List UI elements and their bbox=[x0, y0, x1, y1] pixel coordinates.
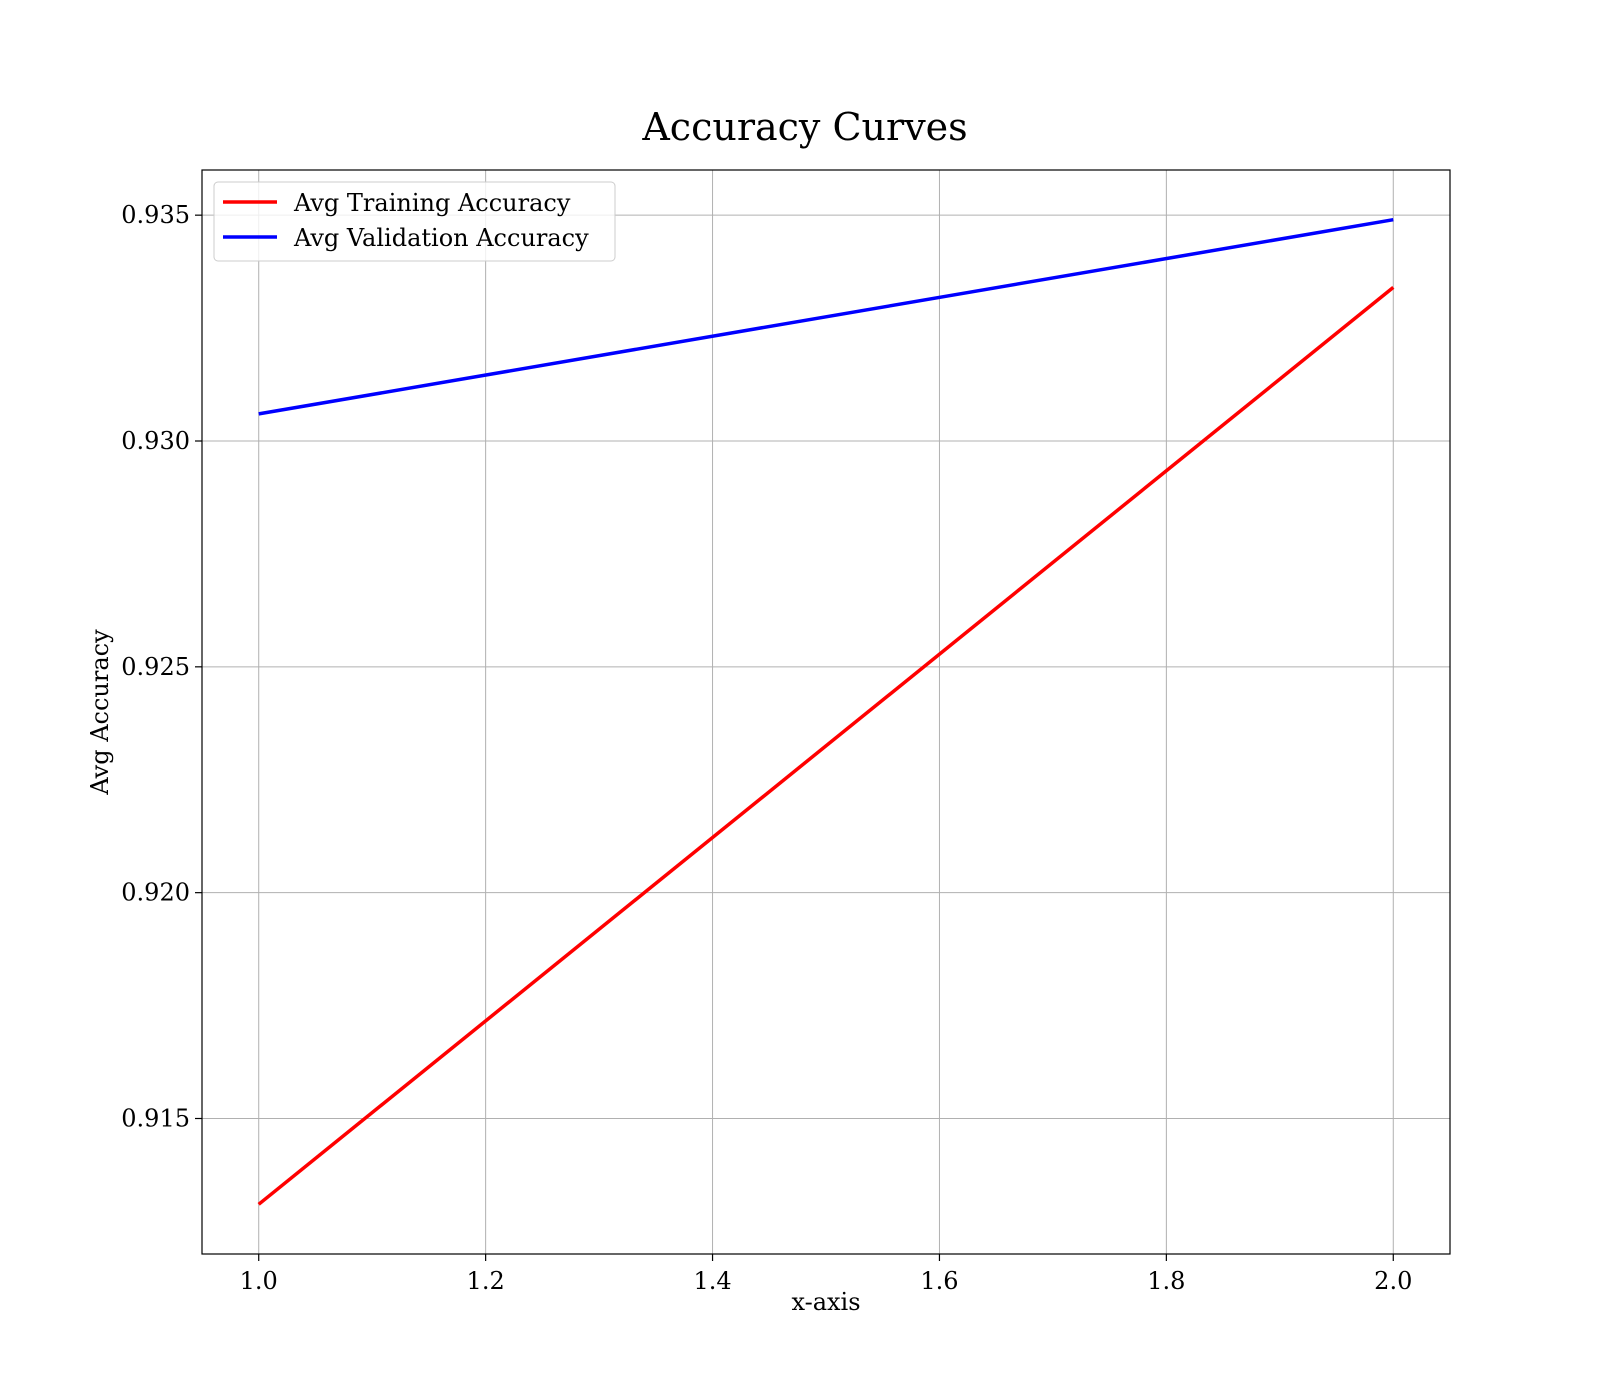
y-tick-label: 0.935 bbox=[121, 201, 190, 229]
x-tick-label: 1.8 bbox=[1147, 1267, 1185, 1295]
plot-frame bbox=[201, 169, 1451, 1255]
x-tick-label: 1.2 bbox=[467, 1267, 505, 1295]
y-tick-label: 0.920 bbox=[121, 879, 190, 907]
x-tick-label: 1.0 bbox=[240, 1267, 278, 1295]
legend: Avg Training Accuracy Avg Validation Acc… bbox=[213, 181, 616, 262]
y-tick-label: 0.915 bbox=[121, 1105, 190, 1133]
training-accuracy-line bbox=[257, 286, 1395, 1206]
grid bbox=[202, 170, 1450, 1254]
axis-ticks: 1.0 1.2 1.4 1.6 1.8 2.0 0.915 0.920 0.925 0.930 0.… bbox=[121, 201, 1412, 1295]
validation-accuracy-line bbox=[258, 217, 1394, 416]
x-tick-label: 1.4 bbox=[693, 1267, 731, 1295]
x-tick-label: 2.0 bbox=[1374, 1267, 1412, 1295]
series-lines bbox=[257, 217, 1395, 1206]
legend-box bbox=[213, 181, 616, 262]
x-axis-label: x-axis bbox=[791, 1288, 860, 1316]
y-axis-label: Avg Accuracy bbox=[86, 629, 114, 796]
legend-label-validation: Avg Validation Accuracy bbox=[293, 224, 589, 252]
y-tick-label: 0.930 bbox=[121, 427, 190, 455]
y-tick-label: 0.925 bbox=[121, 653, 190, 681]
chart-title: Accuracy Curves bbox=[641, 105, 967, 149]
x-tick-label: 1.6 bbox=[920, 1267, 958, 1295]
legend-label-training: Avg Training Accuracy bbox=[293, 189, 571, 217]
